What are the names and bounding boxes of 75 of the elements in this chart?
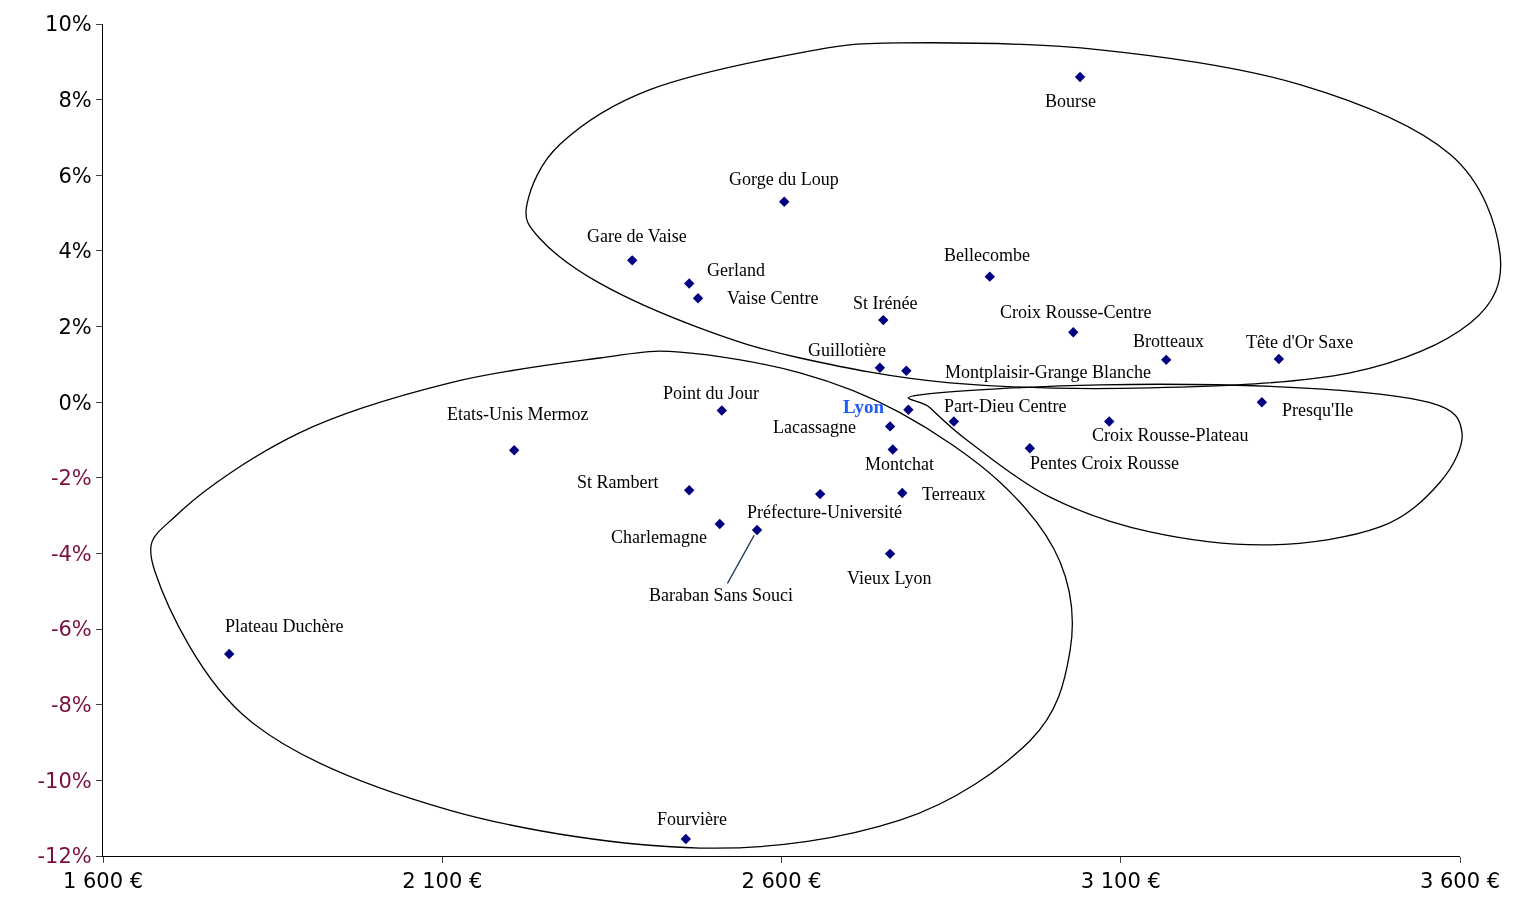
annotation: Gerland [707, 260, 765, 280]
y-tick-label: -12% [37, 844, 92, 869]
point [508, 445, 520, 456]
point [751, 524, 763, 536]
annotation: Vaise Centre [727, 288, 819, 308]
x-tick-label: 2 100 € [402, 869, 483, 894]
point [714, 518, 725, 530]
point [887, 444, 898, 455]
point [224, 648, 235, 660]
annotation: Guillotière [808, 340, 886, 360]
y-tick-label: -2% [50, 466, 92, 491]
y-tick-label: 0% [58, 390, 92, 415]
point [901, 365, 912, 376]
point [884, 548, 896, 560]
annotation: Point du Jour [663, 383, 760, 403]
annotation: Lyon [843, 396, 885, 417]
point [948, 416, 960, 427]
point [1104, 416, 1115, 427]
y-tick-label: -6% [50, 617, 92, 642]
y-tick-label: 2% [58, 314, 92, 339]
annotation: Gare de Vaise [587, 226, 687, 246]
point [680, 833, 692, 845]
point [1256, 396, 1268, 408]
annotation: Tête d'Or Saxe [1246, 332, 1354, 352]
y-tick-label: 4% [58, 239, 92, 264]
point [1273, 353, 1285, 365]
point [627, 255, 638, 266]
annotation: Brotteaux [1133, 331, 1204, 351]
point [874, 362, 886, 373]
point [692, 292, 704, 304]
point [1074, 71, 1086, 83]
annotation: Lacassagne [773, 417, 856, 437]
annotation: Gorge du Loup [729, 169, 839, 189]
point [884, 421, 896, 432]
y-tick-label: 10% [45, 12, 92, 37]
point [779, 196, 790, 207]
annotation: Bellecombe [944, 245, 1030, 265]
annotation: Bourse [1045, 91, 1096, 111]
point [1068, 327, 1079, 338]
point [1161, 354, 1172, 366]
annotation: Croix Rousse-Centre [1000, 302, 1152, 322]
y-tick-label: -8% [50, 693, 92, 718]
point [878, 314, 889, 326]
annotation: Presqu'Ile [1282, 400, 1354, 420]
point [897, 487, 908, 499]
annotation: Montchat [865, 454, 934, 474]
annotation: Baraban Sans Souci [649, 585, 793, 605]
point [903, 404, 914, 415]
annotation: Croix Rousse-Plateau [1092, 425, 1249, 445]
annotation: Fourvière [657, 809, 727, 829]
y-tick-label: 6% [58, 163, 92, 188]
y-tick-label: -10% [37, 768, 92, 793]
annotation: Plateau Duchère [225, 616, 344, 636]
annotation: Vieux Lyon [847, 568, 932, 588]
point [716, 405, 727, 416]
annotation: St Rambert [577, 472, 659, 492]
annotation: Etats-Unis Mermoz [447, 404, 589, 424]
point [684, 485, 695, 496]
annotation: St Irénée [853, 293, 918, 313]
point [814, 488, 826, 500]
annotation: Montplaisir-Grange Blanche [945, 362, 1152, 382]
annotation: Préfecture-Université [747, 502, 902, 522]
y-tick-label: 8% [58, 87, 92, 112]
x-tick-label: 3 600 € [1419, 869, 1501, 894]
x-tick-label: 1 600 € [62, 869, 144, 894]
annotation: Terreaux [922, 484, 986, 504]
y-tick-label: -4% [50, 541, 92, 566]
annotation: Pentes Croix Rousse [1030, 453, 1180, 473]
x-tick-label: 2 600 € [741, 869, 822, 894]
annotation: Part-Dieu Centre [944, 396, 1067, 416]
point [684, 278, 695, 289]
annotation: Charlemagne [611, 527, 707, 547]
point [984, 271, 995, 282]
point [1024, 443, 1036, 454]
x-tick-label: 3 100 € [1080, 869, 1161, 894]
